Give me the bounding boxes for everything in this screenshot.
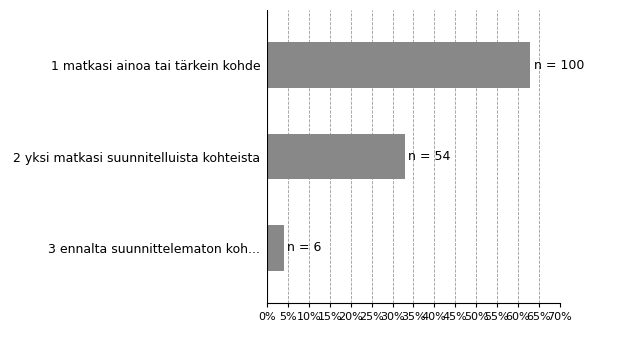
Bar [267,225,284,271]
Bar [267,134,405,179]
Text: n = 54: n = 54 [408,150,451,163]
Text: n = 100: n = 100 [534,58,584,72]
Bar [267,42,530,88]
Text: n = 6: n = 6 [287,241,322,255]
